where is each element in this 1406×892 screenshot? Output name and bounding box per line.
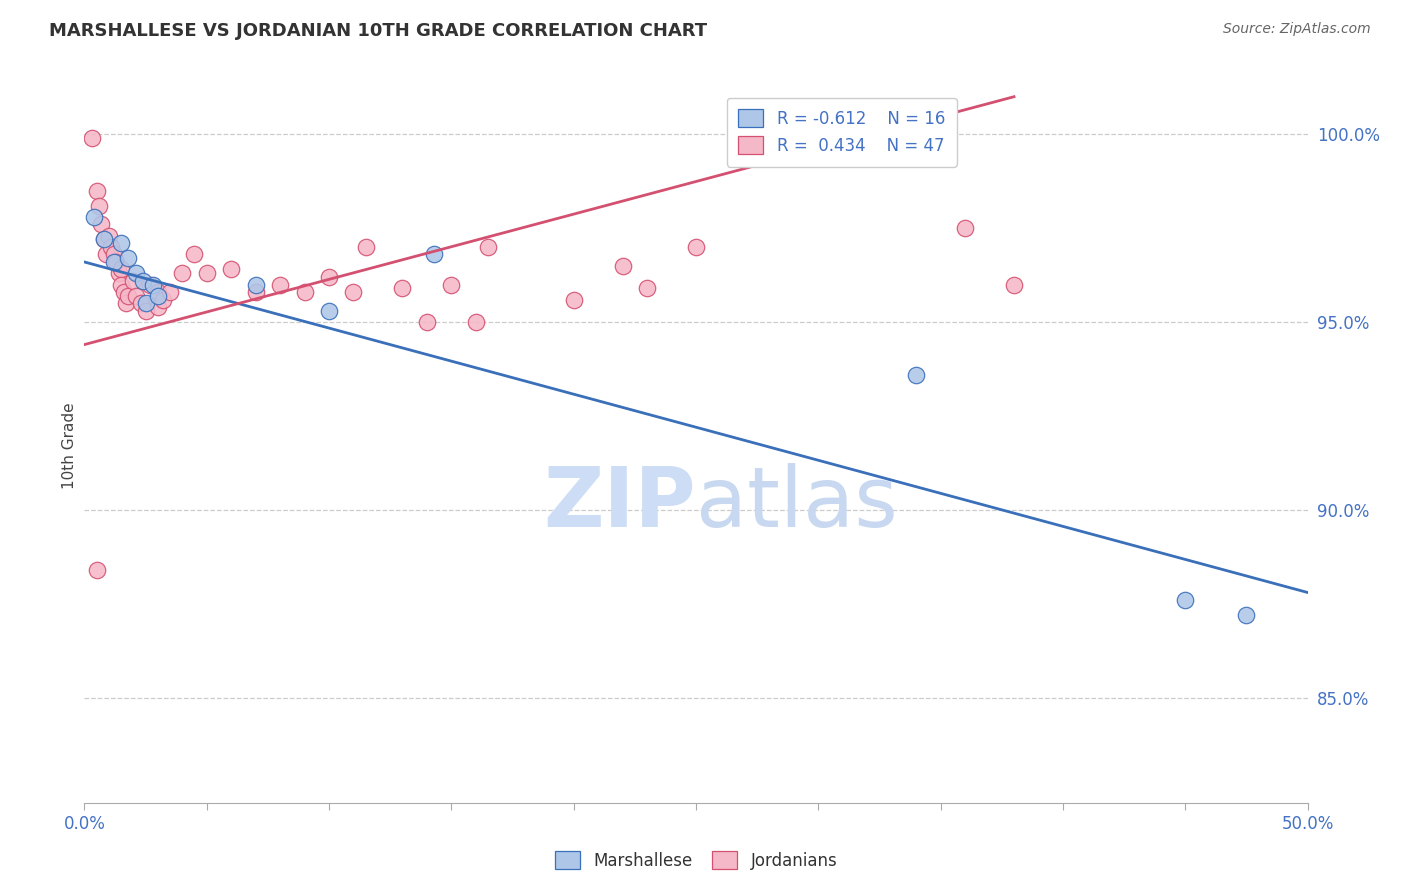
Point [93, 232, 115, 246]
Point [172, 266, 194, 280]
Point [354, 240, 377, 254]
Point [97, 228, 120, 243]
Point [183, 247, 205, 261]
Point [416, 315, 439, 329]
Point [96, 247, 118, 261]
Point [100, 240, 122, 254]
Point [294, 285, 316, 299]
Point [103, 247, 125, 261]
Legend: Marshallese, Jordanians: Marshallese, Jordanians [548, 845, 844, 877]
Point [152, 293, 174, 307]
Point [110, 262, 132, 277]
Point [146, 289, 169, 303]
Point [219, 262, 242, 277]
Point [117, 289, 139, 303]
Point [245, 285, 267, 299]
Point [440, 277, 463, 292]
Point [107, 266, 129, 280]
Point [1174, 593, 1197, 607]
Point [318, 270, 340, 285]
Text: atlas: atlas [696, 463, 897, 543]
Text: Source: ZipAtlas.com: Source: ZipAtlas.com [1223, 22, 1371, 37]
Point [139, 277, 162, 292]
Point [953, 221, 976, 235]
Point [318, 303, 340, 318]
Point [195, 266, 218, 280]
Point [90, 218, 112, 232]
Point [146, 285, 169, 299]
Point [86, 184, 108, 198]
Point [464, 315, 486, 329]
Point [110, 236, 132, 251]
Point [146, 300, 169, 314]
Point [125, 266, 148, 280]
Point [135, 296, 157, 310]
Point [87, 199, 110, 213]
Point [110, 277, 132, 292]
Point [117, 251, 139, 265]
Point [122, 274, 145, 288]
Point [391, 281, 413, 295]
Point [103, 255, 125, 269]
Point [115, 296, 138, 310]
Point [142, 277, 165, 292]
Point [83, 210, 105, 224]
Point [80, 131, 103, 145]
Point [125, 289, 148, 303]
Point [105, 255, 128, 269]
Point [423, 247, 446, 261]
Point [269, 277, 291, 292]
Point [477, 240, 499, 254]
Point [1002, 277, 1025, 292]
Point [129, 296, 152, 310]
Point [342, 285, 364, 299]
Point [685, 240, 707, 254]
Text: MARSHALLESE VS JORDANIAN 10TH GRADE CORRELATION CHART: MARSHALLESE VS JORDANIAN 10TH GRADE CORR… [49, 22, 707, 40]
Point [86, 563, 108, 577]
Point [159, 285, 181, 299]
Point [562, 293, 585, 307]
Point [1234, 607, 1257, 622]
Point [112, 285, 135, 299]
Point [636, 281, 658, 295]
Point [245, 277, 267, 292]
Point [905, 368, 928, 382]
Text: ZIP: ZIP [544, 463, 696, 543]
Point [612, 259, 634, 273]
Point [135, 303, 157, 318]
Point [132, 274, 155, 288]
Point [93, 232, 115, 246]
Y-axis label: 10th Grade: 10th Grade [62, 402, 77, 490]
